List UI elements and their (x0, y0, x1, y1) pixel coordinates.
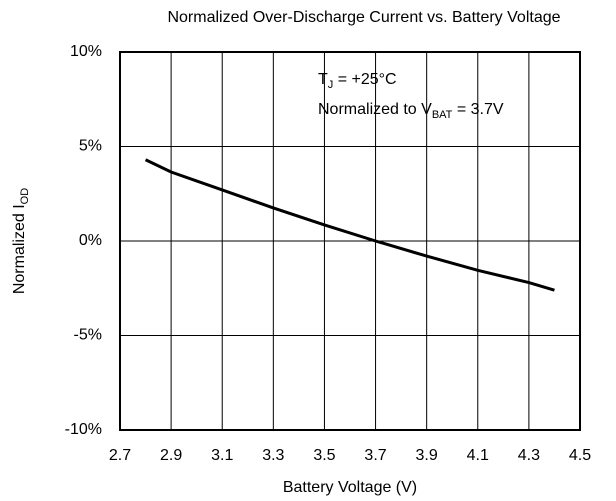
y-axis-label-part: OD (19, 188, 31, 205)
x-axis-label: Battery Voltage (V) (283, 479, 417, 496)
x-tick-label: 4.3 (518, 447, 540, 464)
x-tick-label: 2.7 (109, 447, 131, 464)
annotation-part: J (328, 79, 334, 91)
y-axis-label: Normalized IOD (11, 188, 31, 294)
annotation: Normalized to VBAT = 3.7V (318, 101, 504, 121)
x-tick-label: 4.1 (467, 447, 489, 464)
annotation-part: T (318, 71, 328, 88)
x-tick-label: 3.3 (262, 447, 284, 464)
annotation-part: = +25°C (333, 71, 396, 88)
annotation-part: = 3.7V (452, 101, 503, 118)
annotation-part: Normalized to V (318, 101, 432, 118)
y-tick-label: 10% (70, 43, 102, 60)
x-tick-label: 3.1 (211, 447, 233, 464)
x-tick-label: 4.5 (569, 447, 591, 464)
y-tick-label: -5% (74, 327, 102, 344)
data-line (144, 158, 555, 292)
x-tick-label: 3.5 (313, 447, 335, 464)
y-tick-label: -10% (65, 421, 102, 438)
chart-title: Normalized Over-Discharge Current vs. Ba… (167, 9, 560, 26)
x-tick-label: 3.7 (364, 447, 386, 464)
x-tick-label: 3.9 (416, 447, 438, 464)
y-tick-label: 5% (79, 138, 102, 155)
y-tick-label: 0% (79, 232, 102, 249)
y-axis-label-part: Normalized I (11, 204, 28, 294)
annotation: TJ = +25°C (318, 71, 397, 91)
annotation-part: BAT (432, 109, 453, 121)
plot-frame (119, 51, 581, 431)
x-tick-label: 2.9 (160, 447, 182, 464)
